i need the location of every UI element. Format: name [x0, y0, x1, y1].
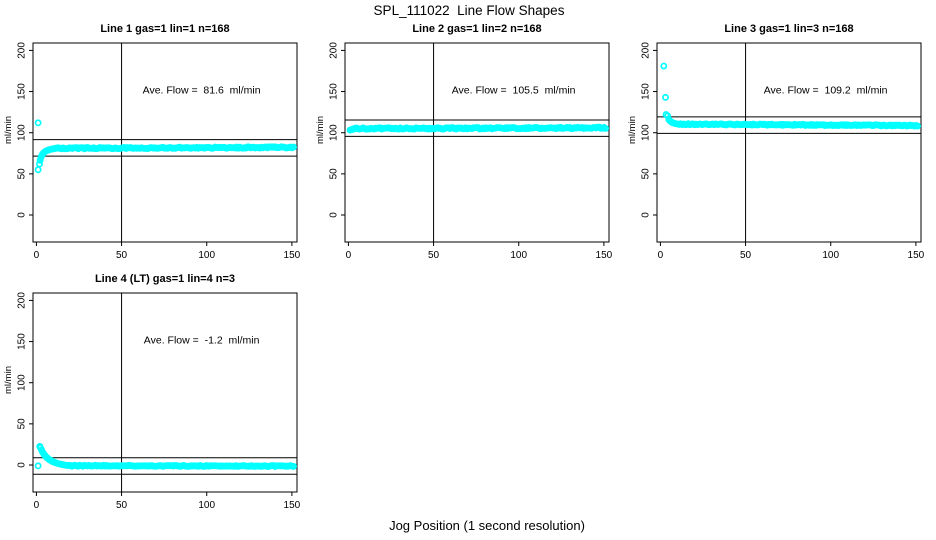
y-axis-tick-label: 150 [17, 83, 28, 100]
panel-title: Line 4 (LT) gas=1 lin=4 n=3 [95, 273, 235, 285]
data-points [660, 62, 922, 130]
ave-flow-annotation: Ave. Flow = 105.5 ml/min [452, 84, 576, 96]
y-axis-tick-label: 200 [641, 42, 652, 59]
x-axis-tick-label: 150 [284, 500, 301, 511]
x-axis-tick-label: 100 [822, 250, 839, 261]
data-point [662, 93, 669, 101]
x-axis-tick-label: 100 [198, 500, 215, 511]
x-axis-tick-label: 50 [428, 250, 440, 261]
data-point [664, 112, 672, 120]
x-axis-tick-label: 50 [740, 250, 752, 261]
x-axis-tick-label: 150 [596, 250, 613, 261]
plot-box [656, 42, 922, 243]
ave-flow-annotation: Ave. Flow = 109.2 ml/min [764, 84, 888, 96]
x-axis-tick-label: 150 [284, 250, 301, 261]
x-axis-tick-label: 50 [116, 500, 128, 511]
data-point [660, 62, 668, 70]
y-axis-tick-label: 50 [641, 168, 652, 180]
data-point [36, 160, 43, 168]
y-axis-label: ml/min [3, 366, 14, 394]
y-axis-tick-label: 150 [329, 83, 340, 100]
y-axis-tick-label: 200 [17, 292, 28, 309]
y-axis-label: ml/min [315, 116, 326, 144]
y-axis-tick-label: 0 [641, 212, 652, 218]
x-axis-tick-label: 0 [658, 250, 664, 261]
y-axis-tick-label: 100 [329, 124, 340, 141]
data-point [34, 119, 42, 127]
panel-line-1: Line 1 gas=1 lin=1 n=168 0 50 100 150 0 50 100 1… [3, 23, 301, 261]
y-axis-tick-label: 200 [17, 42, 28, 59]
y-axis-label: ml/min [627, 116, 638, 144]
plot-box [344, 42, 610, 243]
panel-title: Line 1 gas=1 lin=1 n=168 [100, 23, 229, 35]
panel-title: Line 2 gas=1 lin=2 n=168 [412, 23, 541, 35]
ave-flow-annotation: Ave. Flow = 81.6 ml/min [143, 84, 261, 96]
y-axis-tick-label: 150 [17, 333, 28, 350]
figure-x-axis-label: Jog Position (1 second resolution) [389, 518, 585, 533]
data-point [34, 166, 42, 174]
y-axis-tick-label: 50 [17, 168, 28, 180]
y-axis-label: ml/min [3, 116, 14, 144]
y-axis-tick-label: 150 [641, 83, 652, 100]
figure-title: SPL_111022 Line Flow Shapes [373, 3, 565, 18]
plot-box [32, 292, 298, 493]
y-axis-tick-label: 100 [17, 124, 28, 141]
data-points [34, 119, 298, 174]
x-axis-tick-label: 0 [34, 250, 40, 261]
panel-line-2: Line 2 gas=1 lin=2 n=168 0 50 100 150 0 50 100 1… [315, 23, 613, 261]
y-axis-tick-label: 200 [329, 42, 340, 59]
plot-box [32, 42, 298, 243]
panel-line-3: Line 3 gas=1 lin=3 n=168 0 50 100 150 0 50 100 1… [627, 23, 925, 261]
data-point [914, 122, 922, 130]
x-axis-tick-label: 100 [510, 250, 527, 261]
x-axis-tick-label: 0 [346, 250, 352, 261]
y-axis-tick-label: 0 [17, 212, 28, 218]
x-axis-tick-label: 150 [908, 250, 925, 261]
ave-flow-annotation: Ave. Flow = -1.2 ml/min [144, 334, 260, 346]
data-point [290, 462, 298, 470]
y-axis-tick-label: 0 [17, 462, 28, 468]
x-axis-tick-label: 100 [198, 250, 215, 261]
y-axis-tick-label: 100 [17, 374, 28, 391]
data-point [34, 462, 42, 470]
data-points [346, 123, 610, 134]
y-axis-tick-label: 100 [641, 124, 652, 141]
x-axis-tick-label: 50 [116, 250, 128, 261]
data-point [602, 124, 610, 132]
y-axis-tick-label: 50 [17, 418, 28, 430]
data-points [34, 443, 298, 470]
data-point [290, 143, 298, 151]
x-axis-tick-label: 0 [34, 500, 40, 511]
y-axis-tick-label: 50 [329, 168, 340, 180]
y-axis-tick-label: 0 [329, 212, 340, 218]
panel-title: Line 3 gas=1 lin=3 n=168 [724, 23, 853, 35]
panel-line-4: Line 4 (LT) gas=1 lin=4 n=3 0 50 100 150 0 50 1… [3, 273, 301, 511]
